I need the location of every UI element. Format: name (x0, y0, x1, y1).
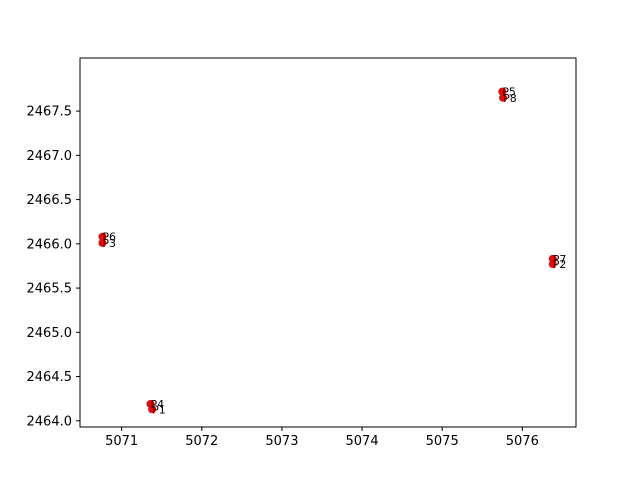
point-label: P5 (502, 86, 516, 99)
y-tick-label: 2464.5 (27, 370, 73, 385)
x-tick-label: 5072 (185, 434, 218, 449)
y-tick-label: 2465.0 (27, 326, 73, 341)
point-labels: P1 P2 P3 P4 P5 P6 P7 P8 (102, 86, 566, 417)
point-label: P2 (553, 258, 567, 271)
point-label: P7 (553, 253, 567, 266)
x-tick-label: 5071 (105, 434, 138, 449)
point-label: P1 (152, 403, 166, 416)
data-points (98, 87, 557, 414)
y-axis: 2464.0 2464.5 2465.0 2465.5 2466.0 2466.5 2467… (27, 105, 80, 429)
data-point (498, 87, 507, 96)
x-axis: 5071 5072 5073 5074 5075 5076 (105, 427, 539, 449)
data-point (98, 238, 107, 247)
data-point (146, 399, 155, 408)
x-tick-label: 5074 (346, 434, 379, 449)
axes-frame (79, 57, 577, 428)
y-tick-label: 2466.0 (27, 237, 73, 252)
data-point (98, 232, 107, 241)
point-label: P6 (102, 231, 116, 244)
point-label: P8 (503, 92, 517, 105)
data-point (499, 93, 508, 102)
y-tick-label: 2465.5 (27, 282, 73, 297)
x-tick-label: 5073 (265, 434, 298, 449)
y-tick-label: 2466.5 (27, 193, 73, 208)
y-tick-label: 2464.0 (27, 414, 73, 429)
point-label: P3 (102, 237, 116, 250)
x-tick-label: 5075 (426, 434, 459, 449)
y-tick-label: 2467.0 (27, 149, 73, 164)
data-point (548, 254, 557, 263)
y-tick-label: 2467.5 (27, 105, 73, 120)
x-tick-label: 5076 (506, 434, 539, 449)
point-label: P4 (151, 398, 165, 411)
